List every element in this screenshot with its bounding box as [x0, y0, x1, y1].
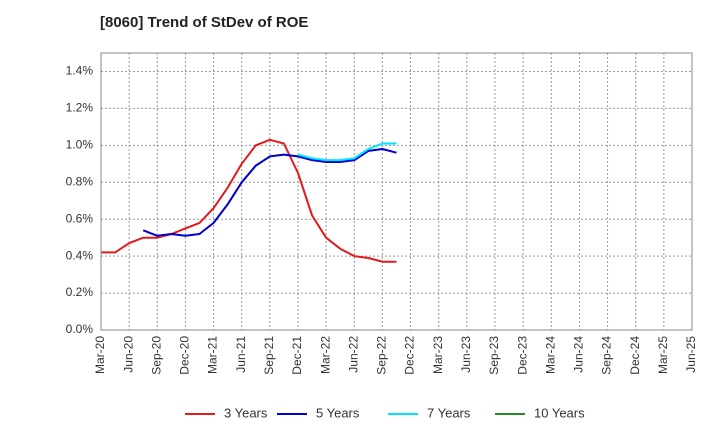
y-tick-label: 0.8% — [66, 174, 94, 188]
series-line-5-years — [142, 148, 397, 237]
x-tick-label: Sep-20 — [149, 336, 163, 375]
x-tick-label: Jun-20 — [121, 336, 135, 373]
y-tick-label: 0.2% — [66, 285, 94, 299]
y-tick-label: 1.0% — [66, 138, 94, 152]
x-tick-label: Dec-23 — [515, 336, 529, 375]
x-tick-label: Mar-21 — [206, 336, 220, 374]
y-tick-label: 1.2% — [66, 101, 94, 115]
legend-label-5-years: 5 Years — [316, 405, 360, 420]
x-tick-label: Jun-23 — [459, 336, 473, 373]
x-tick-label: Dec-24 — [628, 336, 642, 375]
x-tick-label: Jun-25 — [684, 336, 698, 373]
legend-label-3-years: 3 Years — [224, 405, 268, 420]
x-tick-label: Jun-24 — [572, 336, 586, 373]
x-tick-label: Dec-21 — [290, 336, 304, 375]
grid-lines — [101, 53, 692, 330]
y-tick-label: 1.4% — [66, 64, 94, 78]
series-line-7-years — [297, 142, 397, 162]
x-tick-label: Mar-20 — [93, 336, 107, 374]
x-tick-label: Jun-21 — [234, 336, 248, 373]
x-tick-label: Jun-22 — [346, 336, 360, 373]
x-tick-label: Mar-23 — [431, 336, 445, 374]
plot-frame — [100, 52, 693, 331]
legend-label-10-years: 10 Years — [534, 405, 585, 420]
x-tick-label: Dec-20 — [178, 336, 192, 375]
legend: 3 Years 5 Years 7 Years 10 Years — [185, 405, 585, 420]
y-tick-label: 0.0% — [66, 322, 94, 336]
series-lines — [101, 138, 397, 263]
y-tick-label: 0.4% — [66, 248, 94, 262]
x-tick-label: Sep-23 — [487, 336, 501, 375]
x-tick-label: Sep-21 — [262, 336, 276, 375]
chart-title: [8060] Trend of StDev of ROE — [100, 14, 309, 31]
x-tick-label: Sep-22 — [375, 336, 389, 375]
x-tick-label: Mar-22 — [318, 336, 332, 374]
y-tick-label: 0.6% — [66, 211, 94, 225]
x-tick-label: Mar-25 — [656, 336, 670, 374]
x-tick-label: Sep-24 — [600, 336, 614, 375]
x-tick-labels: Mar-20 Jun-20 Sep-20 Dec-20 Mar-21 Jun-21 Sep-… — [93, 336, 698, 375]
legend-label-7-years: 7 Years — [427, 405, 471, 420]
x-tick-label: Mar-24 — [543, 336, 557, 374]
x-tick-label: Dec-22 — [403, 336, 417, 375]
y-tick-labels: 0.0% 0.2% 0.4% 0.6% 0.8% 1.0% 1.2% 1.4% — [66, 64, 94, 337]
series-line-3-years — [101, 138, 397, 263]
